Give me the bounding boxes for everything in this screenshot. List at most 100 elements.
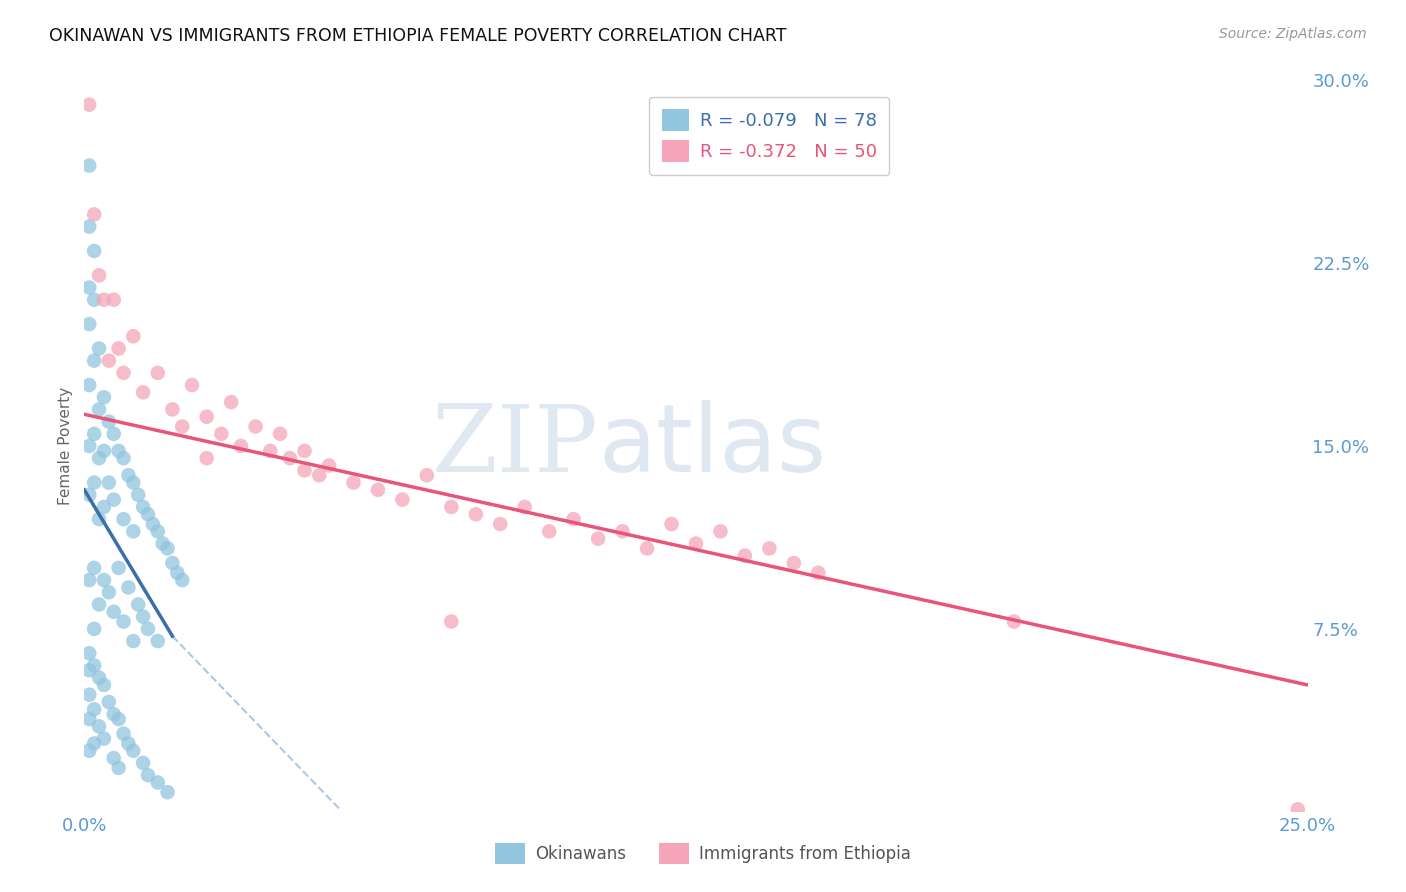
Point xyxy=(83,293,105,307)
Point xyxy=(734,549,756,563)
Point xyxy=(93,678,115,692)
Point xyxy=(440,500,463,514)
Point xyxy=(489,516,512,531)
Point xyxy=(586,532,609,546)
Point xyxy=(685,536,707,550)
Point xyxy=(152,536,174,550)
Point xyxy=(77,378,100,392)
Point xyxy=(278,451,301,466)
Point xyxy=(83,475,105,490)
Point xyxy=(112,615,135,629)
Point xyxy=(136,768,159,782)
Point xyxy=(612,524,634,539)
Point xyxy=(136,508,159,522)
Point xyxy=(77,439,100,453)
Point xyxy=(181,378,204,392)
Point xyxy=(87,451,110,466)
Point xyxy=(132,500,155,514)
Point xyxy=(132,756,155,770)
Point xyxy=(245,419,267,434)
Point xyxy=(146,366,169,380)
Text: OKINAWAN VS IMMIGRANTS FROM ETHIOPIA FEMALE POVERTY CORRELATION CHART: OKINAWAN VS IMMIGRANTS FROM ETHIOPIA FEM… xyxy=(49,27,787,45)
Point xyxy=(318,458,340,473)
Point xyxy=(807,566,830,580)
Point xyxy=(83,622,105,636)
Point xyxy=(93,390,115,404)
Point xyxy=(146,634,169,648)
Y-axis label: Female Poverty: Female Poverty xyxy=(58,387,73,505)
Point xyxy=(103,293,125,307)
Point xyxy=(77,280,100,294)
Point xyxy=(209,426,232,441)
Point xyxy=(93,500,115,514)
Point xyxy=(142,516,165,531)
Point xyxy=(77,663,100,677)
Point xyxy=(112,366,135,380)
Point xyxy=(77,97,100,112)
Point xyxy=(83,207,105,221)
Point xyxy=(122,329,145,343)
Point xyxy=(195,409,218,424)
Point xyxy=(83,736,105,750)
Point xyxy=(83,702,105,716)
Point xyxy=(416,468,439,483)
Point xyxy=(195,451,218,466)
Legend: Okinawans, Immigrants from Ethiopia: Okinawans, Immigrants from Ethiopia xyxy=(488,837,918,871)
Point xyxy=(146,775,169,789)
Point xyxy=(166,566,188,580)
Point xyxy=(107,761,129,775)
Point xyxy=(269,426,291,441)
Point xyxy=(562,512,585,526)
Point xyxy=(87,598,110,612)
Point xyxy=(83,244,105,258)
Point xyxy=(112,451,135,466)
Point xyxy=(103,605,125,619)
Point xyxy=(103,751,125,765)
Point xyxy=(367,483,389,497)
Text: Source: ZipAtlas.com: Source: ZipAtlas.com xyxy=(1219,27,1367,41)
Point xyxy=(219,395,242,409)
Point xyxy=(709,524,731,539)
Point xyxy=(127,598,149,612)
Point xyxy=(77,688,100,702)
Point xyxy=(93,443,115,458)
Point xyxy=(107,443,129,458)
Text: atlas: atlas xyxy=(598,400,827,492)
Point xyxy=(661,516,683,531)
Point xyxy=(87,402,110,417)
Point xyxy=(391,492,413,507)
Point xyxy=(87,268,110,283)
Point xyxy=(103,492,125,507)
Point xyxy=(112,727,135,741)
Point xyxy=(107,712,129,726)
Point xyxy=(513,500,536,514)
Point xyxy=(122,475,145,490)
Point xyxy=(342,475,364,490)
Point xyxy=(440,615,463,629)
Point xyxy=(112,512,135,526)
Point xyxy=(122,744,145,758)
Point xyxy=(294,463,316,477)
Point xyxy=(107,561,129,575)
Point xyxy=(93,731,115,746)
Point xyxy=(162,556,184,570)
Point xyxy=(156,785,179,799)
Point xyxy=(127,488,149,502)
Point xyxy=(87,719,110,733)
Point xyxy=(77,712,100,726)
Point xyxy=(308,468,330,483)
Point xyxy=(83,426,105,441)
Point xyxy=(77,159,100,173)
Point xyxy=(464,508,486,522)
Point xyxy=(77,744,100,758)
Point xyxy=(117,581,139,595)
Point xyxy=(1002,615,1025,629)
Point xyxy=(117,736,139,750)
Point xyxy=(259,443,281,458)
Point xyxy=(77,317,100,331)
Point xyxy=(93,573,115,587)
Point xyxy=(83,353,105,368)
Point xyxy=(538,524,561,539)
Point xyxy=(77,488,100,502)
Point xyxy=(103,426,125,441)
